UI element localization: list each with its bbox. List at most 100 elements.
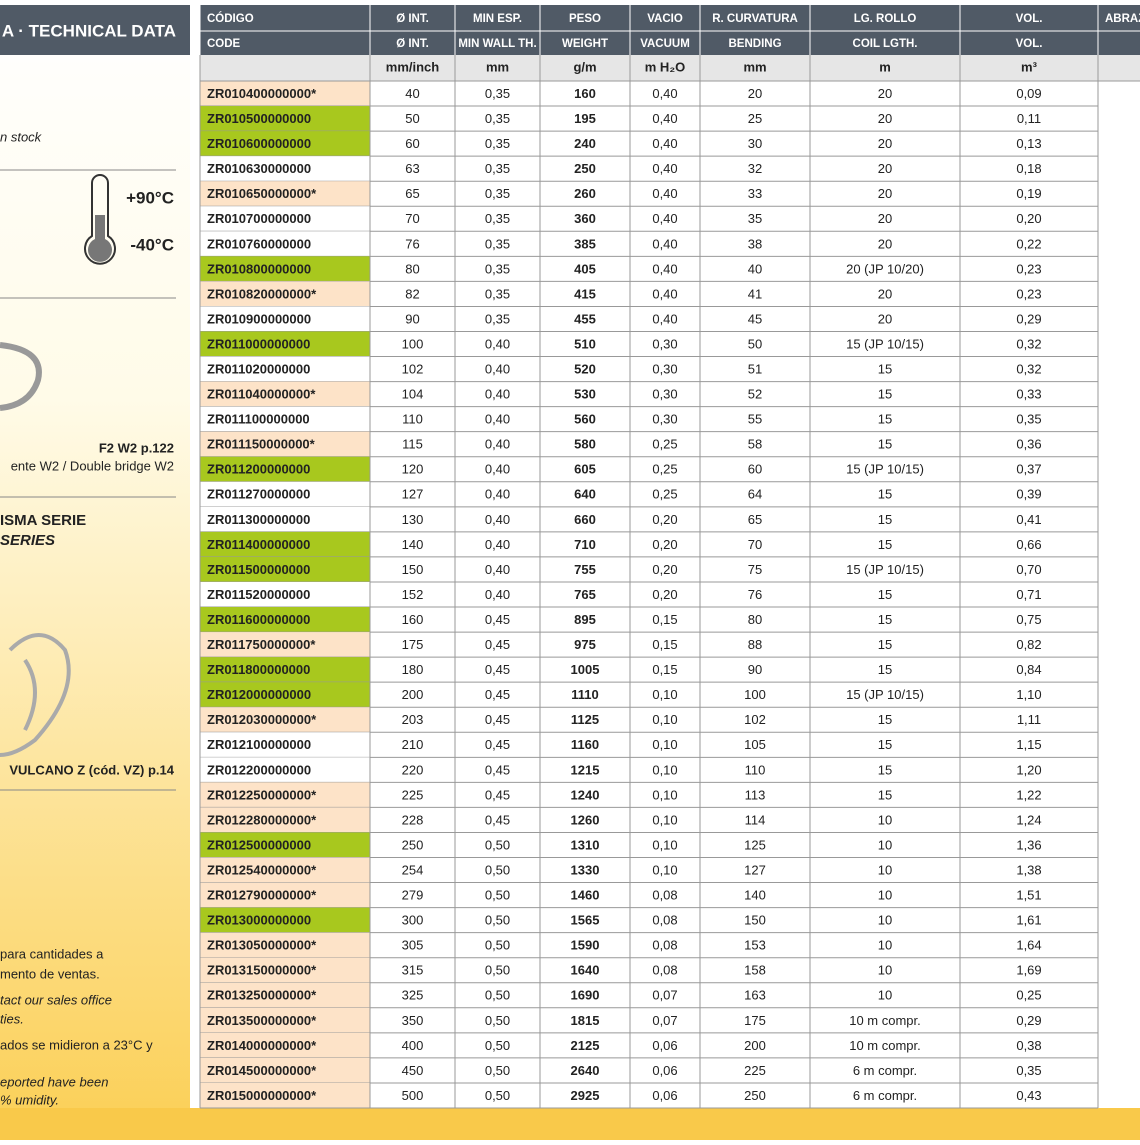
- cell: 0,40: [652, 211, 677, 226]
- cell: 180: [402, 662, 424, 677]
- cell: 1565: [571, 913, 600, 928]
- header-en: Ø INT.: [396, 38, 429, 50]
- code-cell: [200, 957, 370, 983]
- cell: 400: [402, 1038, 424, 1053]
- cell: 0,45: [485, 712, 510, 727]
- code: ZR012030000000*: [207, 712, 317, 727]
- cell: 2640: [571, 1063, 600, 1078]
- code: ZR011400000000: [207, 537, 310, 552]
- cell: 0,25: [652, 462, 677, 477]
- cell: 15: [878, 361, 892, 376]
- cell: 0,45: [485, 737, 510, 752]
- cell: 765: [574, 587, 596, 602]
- cell: 195: [574, 111, 596, 126]
- cell: 20 (JP 10/20): [846, 261, 924, 276]
- header-es: VACIO: [647, 13, 683, 25]
- code: ZR010600000000: [207, 136, 311, 151]
- code-cell: [200, 181, 370, 207]
- cell: 90: [405, 311, 419, 326]
- cell: 40: [748, 261, 762, 276]
- cell: 0,35: [1016, 412, 1041, 427]
- code-cell: [200, 907, 370, 933]
- cell: 210: [402, 737, 424, 752]
- code-cell: [200, 381, 370, 407]
- cell: 0,10: [652, 687, 677, 702]
- cell: 0,50: [485, 1088, 510, 1103]
- cell: 1590: [571, 938, 600, 953]
- cell: 110: [402, 412, 423, 427]
- cell: 0,50: [485, 862, 510, 877]
- cell: 0,25: [652, 437, 677, 452]
- code-cell: [200, 481, 370, 507]
- cell: 2125: [571, 1038, 600, 1053]
- cell: 0,40: [652, 311, 677, 326]
- cell: 60: [405, 136, 419, 151]
- cell: 520: [574, 361, 596, 376]
- cell: 0,20: [652, 512, 677, 527]
- code-cell: [200, 356, 370, 382]
- code: ZR011100000000: [207, 412, 310, 427]
- cell: 1215: [571, 762, 600, 777]
- cell: 203: [402, 712, 424, 727]
- cell: 0,25: [1016, 988, 1041, 1003]
- cell: 1640: [571, 963, 600, 978]
- cell: 65: [748, 512, 762, 527]
- cell: 1160: [571, 737, 599, 752]
- cell: 0,50: [485, 1013, 510, 1028]
- cell: 0,22: [1016, 236, 1041, 251]
- cell: 15: [878, 387, 892, 402]
- cell: 25: [748, 111, 762, 126]
- code: ZR013250000000*: [207, 988, 317, 1003]
- cell: 105: [744, 737, 766, 752]
- cell: 1815: [571, 1013, 600, 1028]
- header-en: MIN WALL TH.: [458, 38, 536, 50]
- cell: 1330: [571, 862, 600, 877]
- header-es: Ø INT.: [396, 13, 429, 25]
- cell: 755: [574, 562, 596, 577]
- cell: 1,51: [1016, 888, 1041, 903]
- cell: 110: [745, 762, 766, 777]
- cell: 0,50: [485, 913, 510, 928]
- cell: 30: [748, 136, 762, 151]
- code: ZR011000000000: [207, 336, 310, 351]
- cell: 0,43: [1016, 1088, 1041, 1103]
- cell: 15: [878, 787, 892, 802]
- code: ZR011600000000: [207, 612, 310, 627]
- cell: 50: [405, 111, 419, 126]
- code: ZR011750000000*: [207, 637, 316, 652]
- header-es: R. CURVATURA: [712, 13, 798, 25]
- code: ZR015000000000*: [207, 1088, 317, 1103]
- code: ZR012100000000: [207, 737, 311, 752]
- cell: 254: [402, 862, 424, 877]
- cell: 0,19: [1016, 186, 1041, 201]
- side-header: A · TECHNICAL DATA: [2, 21, 176, 40]
- code: ZR010500000000: [207, 111, 311, 126]
- code-cell: [200, 657, 370, 683]
- cell: 450: [402, 1063, 424, 1078]
- code-cell: [200, 581, 370, 608]
- code: ZR010760000000: [207, 236, 311, 251]
- cell: 1,38: [1016, 862, 1041, 877]
- cell: 510: [574, 336, 596, 351]
- temp-max: +90°C: [126, 188, 174, 207]
- cell: 0,25: [652, 487, 677, 502]
- side-panel: [0, 0, 190, 1140]
- cell: 0,41: [1016, 512, 1041, 527]
- units-bg: [200, 55, 1140, 81]
- cell: 0,08: [652, 888, 677, 903]
- cell: 15 (JP 10/15): [846, 562, 924, 577]
- code: ZR010800000000: [207, 261, 311, 276]
- cell: 0,15: [652, 662, 677, 677]
- cell: 0,30: [652, 412, 677, 427]
- cell: 250: [574, 161, 596, 176]
- cell: 6 m compr.: [853, 1063, 917, 1078]
- cell: 10: [878, 837, 892, 852]
- code-cell: [200, 1057, 370, 1083]
- header-en: VOL.: [1016, 38, 1043, 50]
- cell: 0,45: [485, 687, 510, 702]
- cell: 160: [402, 612, 424, 627]
- code-cell: [200, 807, 370, 833]
- cell: 0,35: [485, 211, 510, 226]
- cell: 0,82: [1016, 637, 1041, 652]
- code: ZR012540000000*: [207, 862, 317, 877]
